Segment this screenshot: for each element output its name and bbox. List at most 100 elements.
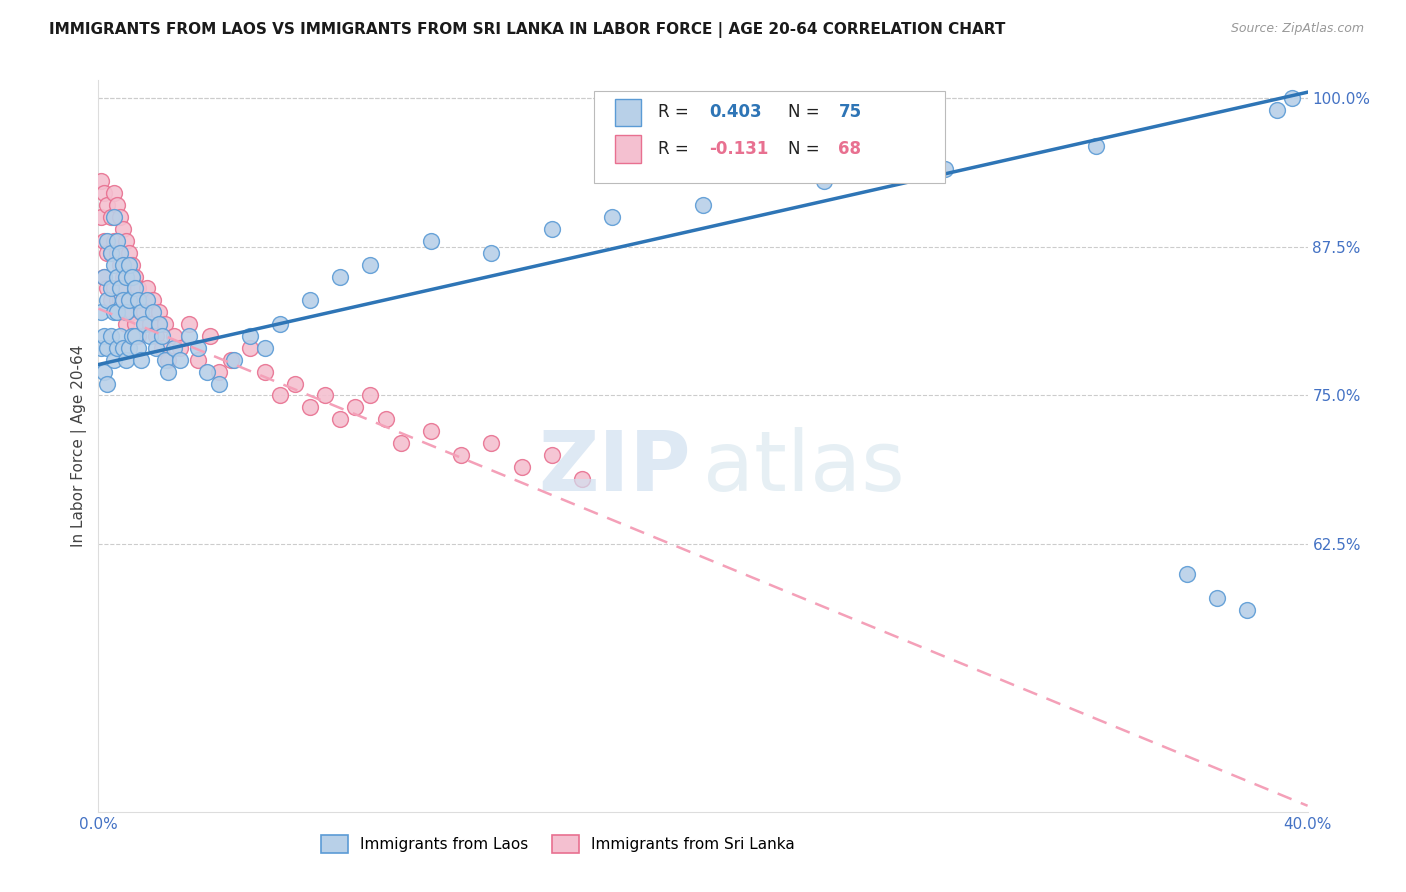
Point [142, 305, 165, 319]
Point [114, 234, 136, 248]
Point [105, 341, 128, 355]
Point [420, 234, 443, 248]
Point [571, 472, 593, 486]
Point [1281, 91, 1303, 105]
Point [142, 293, 165, 308]
Point [145, 329, 167, 343]
Point [1267, 103, 1289, 117]
Point [145, 341, 167, 355]
Text: ZIP: ZIP [538, 427, 690, 508]
Point [108, 245, 131, 260]
Text: R =: R = [658, 140, 695, 158]
Point [253, 341, 276, 355]
Text: 68: 68 [838, 140, 862, 158]
Point [90, 341, 112, 355]
Point [96, 341, 118, 355]
Point [314, 388, 336, 402]
Point [100, 245, 122, 260]
Point [360, 388, 382, 402]
Point [148, 305, 170, 319]
Point [121, 269, 143, 284]
Point [692, 198, 714, 212]
Point [224, 352, 246, 367]
Point [253, 365, 276, 379]
FancyBboxPatch shape [614, 135, 641, 163]
Point [105, 293, 128, 308]
Point [602, 210, 624, 224]
Point [127, 329, 149, 343]
Point [114, 352, 136, 367]
Point [269, 317, 291, 331]
Text: IMMIGRANTS FROM LAOS VS IMMIGRANTS FROM SRI LANKA IN LABOR FORCE | AGE 20-64 COR: IMMIGRANTS FROM LAOS VS IMMIGRANTS FROM … [49, 22, 1005, 38]
Point [169, 352, 191, 367]
Point [481, 245, 503, 260]
Point [344, 401, 367, 415]
Point [124, 329, 146, 343]
Point [269, 388, 291, 402]
Point [208, 365, 231, 379]
Point [132, 317, 155, 331]
Text: Source: ZipAtlas.com: Source: ZipAtlas.com [1230, 22, 1364, 36]
Point [1206, 591, 1229, 605]
Point [93, 269, 115, 284]
Point [481, 436, 503, 450]
Point [299, 293, 322, 308]
Point [100, 210, 122, 224]
Point [111, 305, 134, 319]
Point [284, 376, 307, 391]
Point [1175, 566, 1198, 581]
Point [129, 293, 152, 308]
Point [96, 376, 118, 391]
Point [195, 365, 218, 379]
Text: N =: N = [787, 103, 824, 121]
Text: N =: N = [787, 140, 824, 158]
Text: R =: R = [658, 103, 695, 121]
Point [111, 269, 134, 284]
Point [96, 234, 118, 248]
Point [103, 305, 125, 319]
Point [124, 317, 146, 331]
Point [121, 305, 143, 319]
Point [118, 341, 141, 355]
Point [187, 352, 209, 367]
Point [139, 329, 162, 343]
Point [1236, 602, 1258, 616]
Text: 75: 75 [838, 103, 862, 121]
Point [103, 186, 125, 201]
Point [100, 329, 122, 343]
Point [93, 269, 115, 284]
Point [153, 352, 176, 367]
Point [105, 269, 128, 284]
Point [150, 329, 173, 343]
Point [90, 210, 112, 224]
Text: -0.131: -0.131 [709, 140, 769, 158]
FancyBboxPatch shape [614, 99, 641, 127]
Point [127, 293, 149, 308]
Point [90, 174, 112, 188]
Point [299, 401, 322, 415]
Point [93, 234, 115, 248]
Text: atlas: atlas [703, 427, 904, 508]
Point [105, 245, 128, 260]
Point [111, 222, 134, 236]
Point [239, 329, 262, 343]
Point [187, 341, 209, 355]
Point [150, 341, 173, 355]
Point [108, 281, 131, 295]
Text: 0.403: 0.403 [709, 103, 762, 121]
Point [96, 293, 118, 308]
Point [208, 376, 231, 391]
Point [118, 258, 141, 272]
Point [103, 352, 125, 367]
Point [1085, 138, 1108, 153]
Point [179, 329, 201, 343]
Point [129, 305, 152, 319]
Point [200, 329, 222, 343]
Point [108, 258, 131, 272]
Point [329, 269, 352, 284]
Point [540, 448, 562, 462]
Point [114, 269, 136, 284]
Point [127, 341, 149, 355]
Point [93, 365, 115, 379]
Point [114, 281, 136, 295]
